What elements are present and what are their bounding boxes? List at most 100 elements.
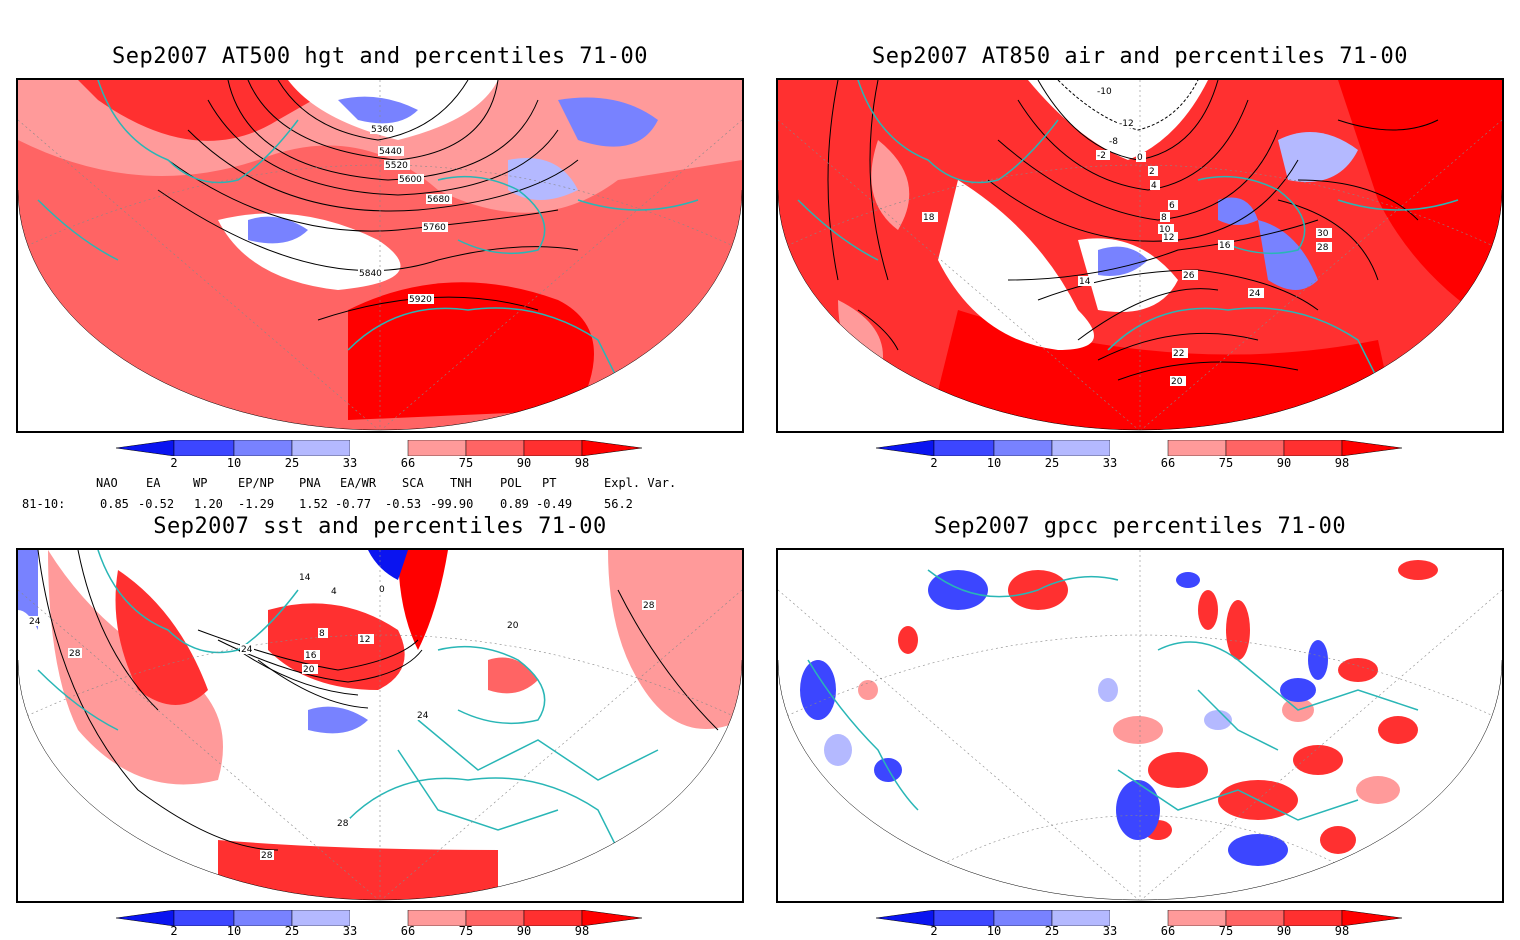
contour-label: 4	[331, 587, 337, 597]
contour-label: 0	[1137, 153, 1143, 163]
colorbar-tick: 2	[930, 924, 938, 938]
colorbar-tick: 25	[284, 924, 300, 938]
contour-label: 12	[359, 635, 370, 645]
map-panel-gpcc	[776, 548, 1504, 903]
contour-label: 14	[1079, 277, 1091, 287]
contour-label: 8	[1161, 213, 1167, 223]
colorbar-swatches	[115, 909, 643, 927]
index-value: -99.90	[430, 497, 474, 511]
contour-label: 24	[29, 617, 41, 627]
panel-title-sst: Sep2007 sst and percentiles 71-00	[153, 514, 607, 539]
contour-label: 28	[643, 601, 655, 611]
colorbar-tick: 75	[1218, 456, 1234, 470]
index-header: EA/WR	[340, 476, 377, 490]
colorbar-tick: 66	[400, 924, 416, 938]
colorbar-tick: 2	[930, 456, 938, 470]
contour-label: -2	[1097, 151, 1106, 161]
index-value: 1.20	[194, 497, 223, 511]
contour-label: 0	[379, 585, 385, 595]
contour-label: 28	[69, 649, 81, 659]
contour-label: -10	[1097, 87, 1112, 97]
colorbar-tick: 25	[1044, 456, 1060, 470]
colorbar-tick: 98	[574, 456, 590, 470]
colorbar-tick: 33	[1102, 456, 1118, 470]
colorbar-tick: 66	[1160, 456, 1176, 470]
colorbar-tick: 75	[458, 924, 474, 938]
index-header: PNA	[299, 476, 321, 490]
colorbar-tick: 98	[1334, 456, 1350, 470]
contour-label: 24	[241, 645, 253, 655]
contour-label: 28	[337, 819, 349, 829]
contour-label: 24	[417, 711, 429, 721]
colorbar: 2 10 25 33 66 75 90 98	[115, 439, 646, 470]
contour-label: -12	[1119, 119, 1134, 129]
index-header: EA	[146, 476, 161, 490]
index-header: NAO	[96, 476, 118, 490]
contour-label: 5360	[371, 125, 394, 135]
colorbar-tick: 33	[1102, 924, 1118, 938]
colorbar-tick: 98	[1334, 924, 1350, 938]
contour-label: 28	[1317, 243, 1329, 253]
contour-label: 4	[1151, 181, 1157, 191]
index-header: PT	[542, 476, 557, 490]
index-header: WP	[193, 476, 208, 490]
colorbar: 2 10 25 33 66 75 90 98	[115, 909, 646, 940]
colorbar-swatches	[115, 439, 643, 457]
contour-label: 12	[1163, 233, 1174, 243]
contour-label: 5440	[379, 147, 402, 157]
colorbar-tick: 10	[986, 924, 1002, 938]
colorbar-tick: 90	[516, 456, 532, 470]
colorbar-tick: 25	[284, 456, 300, 470]
index-header: SCA	[402, 476, 424, 490]
colorbar-tick: 75	[1218, 924, 1234, 938]
index-value: -0.77	[335, 497, 372, 511]
map-gpcc	[778, 550, 1502, 901]
map-air: -10 -12 -8 -2 0 2 4 6 8 10 12 14 16 18 2…	[778, 80, 1502, 431]
map-panel-hgt: 5360 5440 5520 5600 5680 5760 5840 5920	[16, 78, 744, 433]
panel-title-air: Sep2007 AT850 air and percentiles 71-00	[871, 44, 1409, 69]
colorbar-tick: 66	[1160, 924, 1176, 938]
contour-label: 18	[923, 213, 935, 223]
contour-label: 30	[1317, 229, 1329, 239]
panel-title-hgt: Sep2007 AT500 hgt and percentiles 71-00	[111, 44, 649, 69]
index-header: EP/NP	[238, 476, 275, 490]
contour-label: -8	[1109, 137, 1118, 147]
colorbar-tick: 25	[1044, 924, 1060, 938]
map-hgt: 5360 5440 5520 5600 5680 5760 5840 5920	[18, 80, 742, 431]
contour-label: 5760	[423, 223, 446, 233]
contour-label: 22	[1173, 349, 1184, 359]
index-value: -1.29	[238, 497, 275, 511]
colorbar-swatches	[875, 439, 1403, 457]
colorbar-tick: 98	[574, 924, 590, 938]
contour-label: 8	[319, 629, 325, 639]
contour-label: 20	[507, 621, 519, 631]
index-header: TNH	[450, 476, 472, 490]
index-value: 1.52	[299, 497, 328, 511]
index-value: -0.49	[536, 497, 573, 511]
colorbar-tick: 90	[516, 924, 532, 938]
contour-label: 5840	[359, 269, 382, 279]
index-header: Expl. Var.	[604, 476, 677, 490]
index-value: 0.89	[500, 497, 529, 511]
contour-label: 5920	[409, 295, 432, 305]
contour-label: 10	[1159, 225, 1171, 235]
colorbar-tick: 2	[170, 456, 178, 470]
contour-label: 16	[305, 651, 317, 661]
colorbar-tick: 10	[226, 456, 242, 470]
index-value: -0.53	[385, 497, 422, 511]
contour-label: 20	[1171, 377, 1183, 387]
contour-label: 2	[1149, 167, 1155, 177]
index-value: 56.2	[604, 497, 633, 511]
contour-label: 16	[1219, 241, 1231, 251]
contour-label: 14	[299, 573, 311, 583]
contour-label: 24	[1249, 289, 1261, 299]
colorbar-tick: 66	[400, 456, 416, 470]
colorbar-tick: 10	[986, 456, 1002, 470]
index-header: POL	[500, 476, 522, 490]
index-value: 0.85	[100, 497, 129, 511]
contour-label: 5520	[385, 161, 408, 171]
map-sst: 24 28 20 16 12 8 4 0 14 24 24 20 28 28 2…	[18, 550, 742, 901]
map-panel-sst: 24 28 20 16 12 8 4 0 14 24 24 20 28 28 2…	[16, 548, 744, 903]
index-row-label: 81-10:	[22, 497, 66, 511]
contour-label: 6	[1169, 201, 1175, 211]
